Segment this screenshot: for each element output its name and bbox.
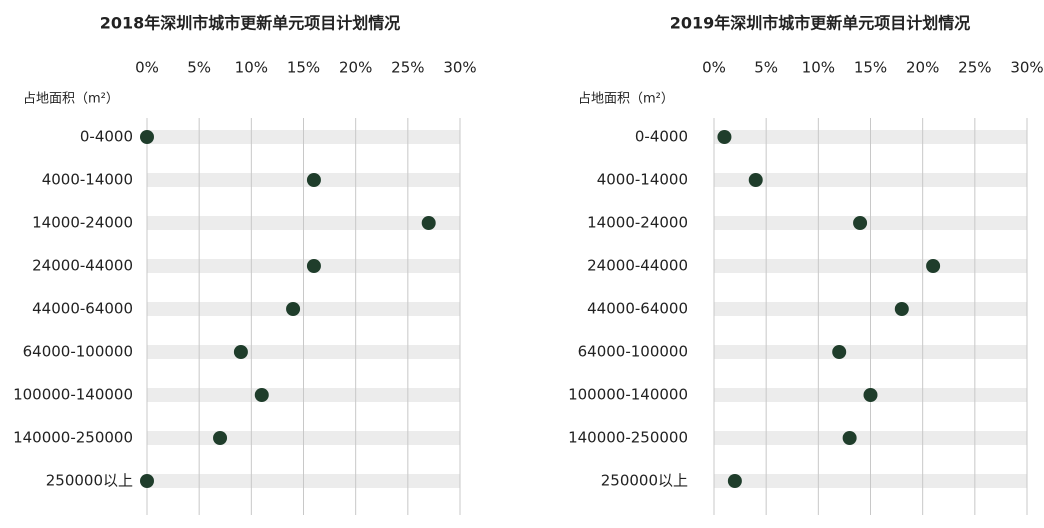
dot [727, 474, 742, 488]
dot [213, 431, 228, 445]
y-tick-label: 4000-14000 [42, 171, 133, 189]
y-tick-label: 250000以上 [601, 472, 688, 490]
chart-title: 2018年深圳市城市更新单元项目计划情况 [100, 14, 401, 33]
y-tick-label: 14000-24000 [587, 214, 688, 232]
dot [853, 216, 868, 230]
x-tick-label: 30% [443, 59, 476, 77]
dot [254, 388, 269, 402]
y-tick-label: 100000-140000 [13, 386, 133, 404]
dot [863, 388, 878, 402]
dot [748, 173, 763, 187]
x-tick-label: 0% [702, 59, 726, 77]
y-tick-label: 44000-64000 [32, 300, 133, 318]
dot [286, 302, 301, 316]
dot [306, 259, 321, 273]
dot [717, 130, 732, 144]
y-tick-label: 44000-64000 [587, 300, 688, 318]
dot [421, 216, 436, 230]
y-tick-label: 140000-250000 [568, 429, 688, 447]
y-tick-label: 0-4000 [80, 128, 133, 146]
x-tick-label: 30% [1010, 59, 1043, 77]
chart-title: 2019年深圳市城市更新单元项目计划情况 [670, 14, 971, 33]
y-tick-label: 140000-250000 [13, 429, 133, 447]
dot [306, 173, 321, 187]
y-tick-label: 64000-100000 [23, 343, 133, 361]
x-tick-label: 15% [287, 59, 320, 77]
y-tick-label: 250000以上 [46, 472, 133, 490]
y-axis-label: 占地面积（m²） [578, 92, 674, 107]
x-tick-label: 25% [958, 59, 991, 77]
dot [842, 431, 857, 445]
x-tick-label: 5% [754, 59, 778, 77]
x-tick-label: 20% [906, 59, 939, 77]
x-tick-label: 15% [854, 59, 887, 77]
dot [926, 259, 941, 273]
x-tick-label: 20% [339, 59, 372, 77]
x-tick-label: 25% [391, 59, 424, 77]
dot [894, 302, 909, 316]
dot [140, 474, 154, 488]
y-tick-label: 0-4000 [635, 128, 688, 146]
dot [832, 345, 847, 359]
x-tick-label: 10% [235, 59, 268, 77]
y-axis-label: 占地面积（m²） [23, 92, 119, 107]
dot [233, 345, 248, 359]
y-tick-label: 24000-44000 [587, 257, 688, 275]
x-tick-label: 10% [802, 59, 835, 77]
y-tick-label: 100000-140000 [568, 386, 688, 404]
y-tick-label: 64000-100000 [578, 343, 688, 361]
x-tick-label: 0% [135, 59, 159, 77]
y-tick-label: 24000-44000 [32, 257, 133, 275]
dot [140, 130, 154, 144]
y-tick-label: 4000-14000 [597, 171, 688, 189]
x-tick-label: 5% [187, 59, 211, 77]
y-tick-label: 14000-24000 [32, 214, 133, 232]
